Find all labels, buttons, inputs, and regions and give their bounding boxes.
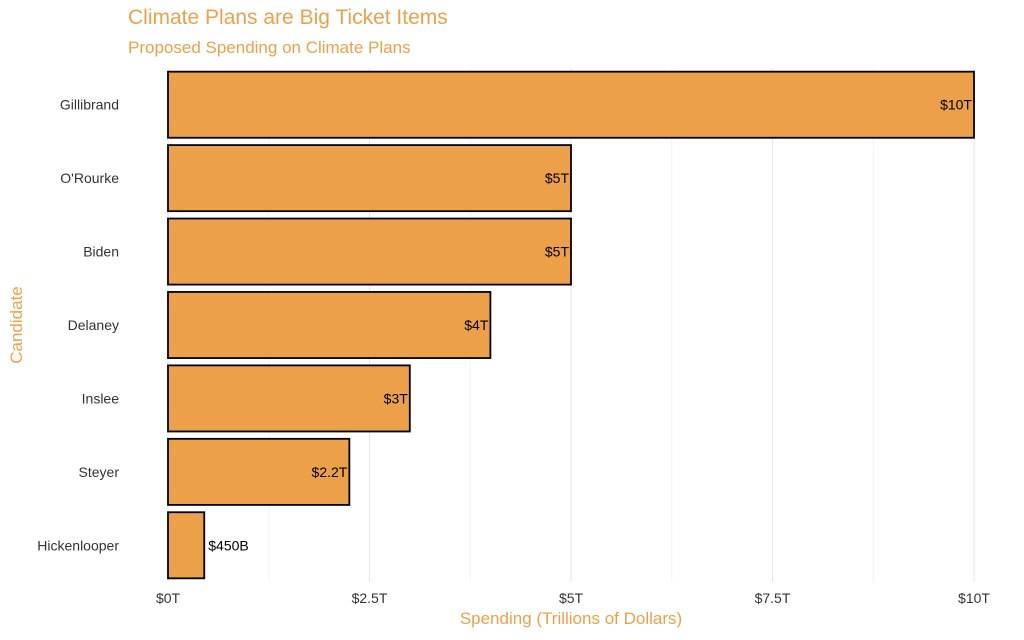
x-tick-label: $0T (156, 590, 181, 606)
bar (167, 364, 411, 433)
data-label: $450B (208, 537, 248, 553)
bar (167, 437, 351, 506)
chart-subtitle: Proposed Spending on Climate Plans (128, 38, 411, 57)
x-tick-label: $7.5T (755, 590, 791, 606)
y-tick-labels: Gillibrand O'Rourke Biden Delaney Inslee Stey… (37, 97, 119, 554)
bar (167, 291, 492, 359)
x-tick-label: $2.5T (352, 590, 388, 606)
y-tick-label: Hickenlooper (37, 537, 119, 553)
x-tick-labels: $0T $2.5T $5T $7.5T $10T (156, 590, 990, 606)
x-tick-label: $10T (958, 590, 990, 606)
bar (167, 70, 975, 139)
data-label: $3T (384, 390, 409, 406)
x-tick-label: $5T (559, 590, 584, 606)
x-axis-label: Spending (Trillions of Dollars) (459, 609, 683, 628)
chart-title: Climate Plans are Big Ticket Items (128, 6, 448, 29)
data-label: $5T (545, 244, 570, 260)
data-label: $10T (940, 97, 972, 113)
bar (167, 144, 572, 213)
y-tick-label: Gillibrand (60, 97, 119, 113)
data-label: $4T (464, 317, 489, 333)
y-axis-label: Candidate (7, 286, 26, 364)
y-tick-label: Delaney (68, 317, 119, 333)
bars: $10T $5T $5T $4T $3T $2.2T $450B (167, 70, 975, 580)
bar (167, 217, 572, 286)
y-tick-label: O'Rourke (60, 170, 119, 186)
y-tick-label: Inslee (82, 390, 120, 406)
data-label: $2.2T (312, 464, 348, 480)
y-tick-label: Biden (83, 244, 119, 260)
y-tick-label: Steyer (79, 464, 120, 480)
data-label: $5T (545, 170, 570, 186)
bar (167, 511, 206, 580)
